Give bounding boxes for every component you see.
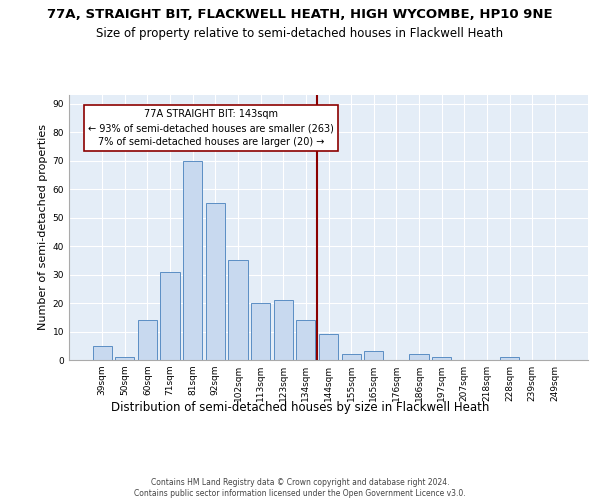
Text: 77A STRAIGHT BIT: 143sqm
← 93% of semi-detached houses are smaller (263)
7% of s: 77A STRAIGHT BIT: 143sqm ← 93% of semi-d… [88,109,334,147]
Bar [115,357,134,360]
Bar [296,320,316,360]
Y-axis label: Number of semi-detached properties: Number of semi-detached properties [38,124,49,330]
Text: 77A, STRAIGHT BIT, FLACKWELL HEATH, HIGH WYCOMBE, HP10 9NE: 77A, STRAIGHT BIT, FLACKWELL HEATH, HIGH… [47,8,553,20]
Bar [500,357,519,360]
Bar [341,354,361,360]
Bar [92,346,112,360]
Bar [160,272,180,360]
Bar [251,303,270,360]
Text: Distribution of semi-detached houses by size in Flackwell Heath: Distribution of semi-detached houses by … [111,401,489,414]
Bar [409,354,428,360]
Bar [274,300,293,360]
Bar [432,357,451,360]
Text: Contains HM Land Registry data © Crown copyright and database right 2024.
Contai: Contains HM Land Registry data © Crown c… [134,478,466,498]
Bar [206,204,225,360]
Bar [138,320,157,360]
Bar [364,352,383,360]
Bar [183,160,202,360]
Bar [319,334,338,360]
Text: Size of property relative to semi-detached houses in Flackwell Heath: Size of property relative to semi-detach… [97,28,503,40]
Bar [229,260,248,360]
